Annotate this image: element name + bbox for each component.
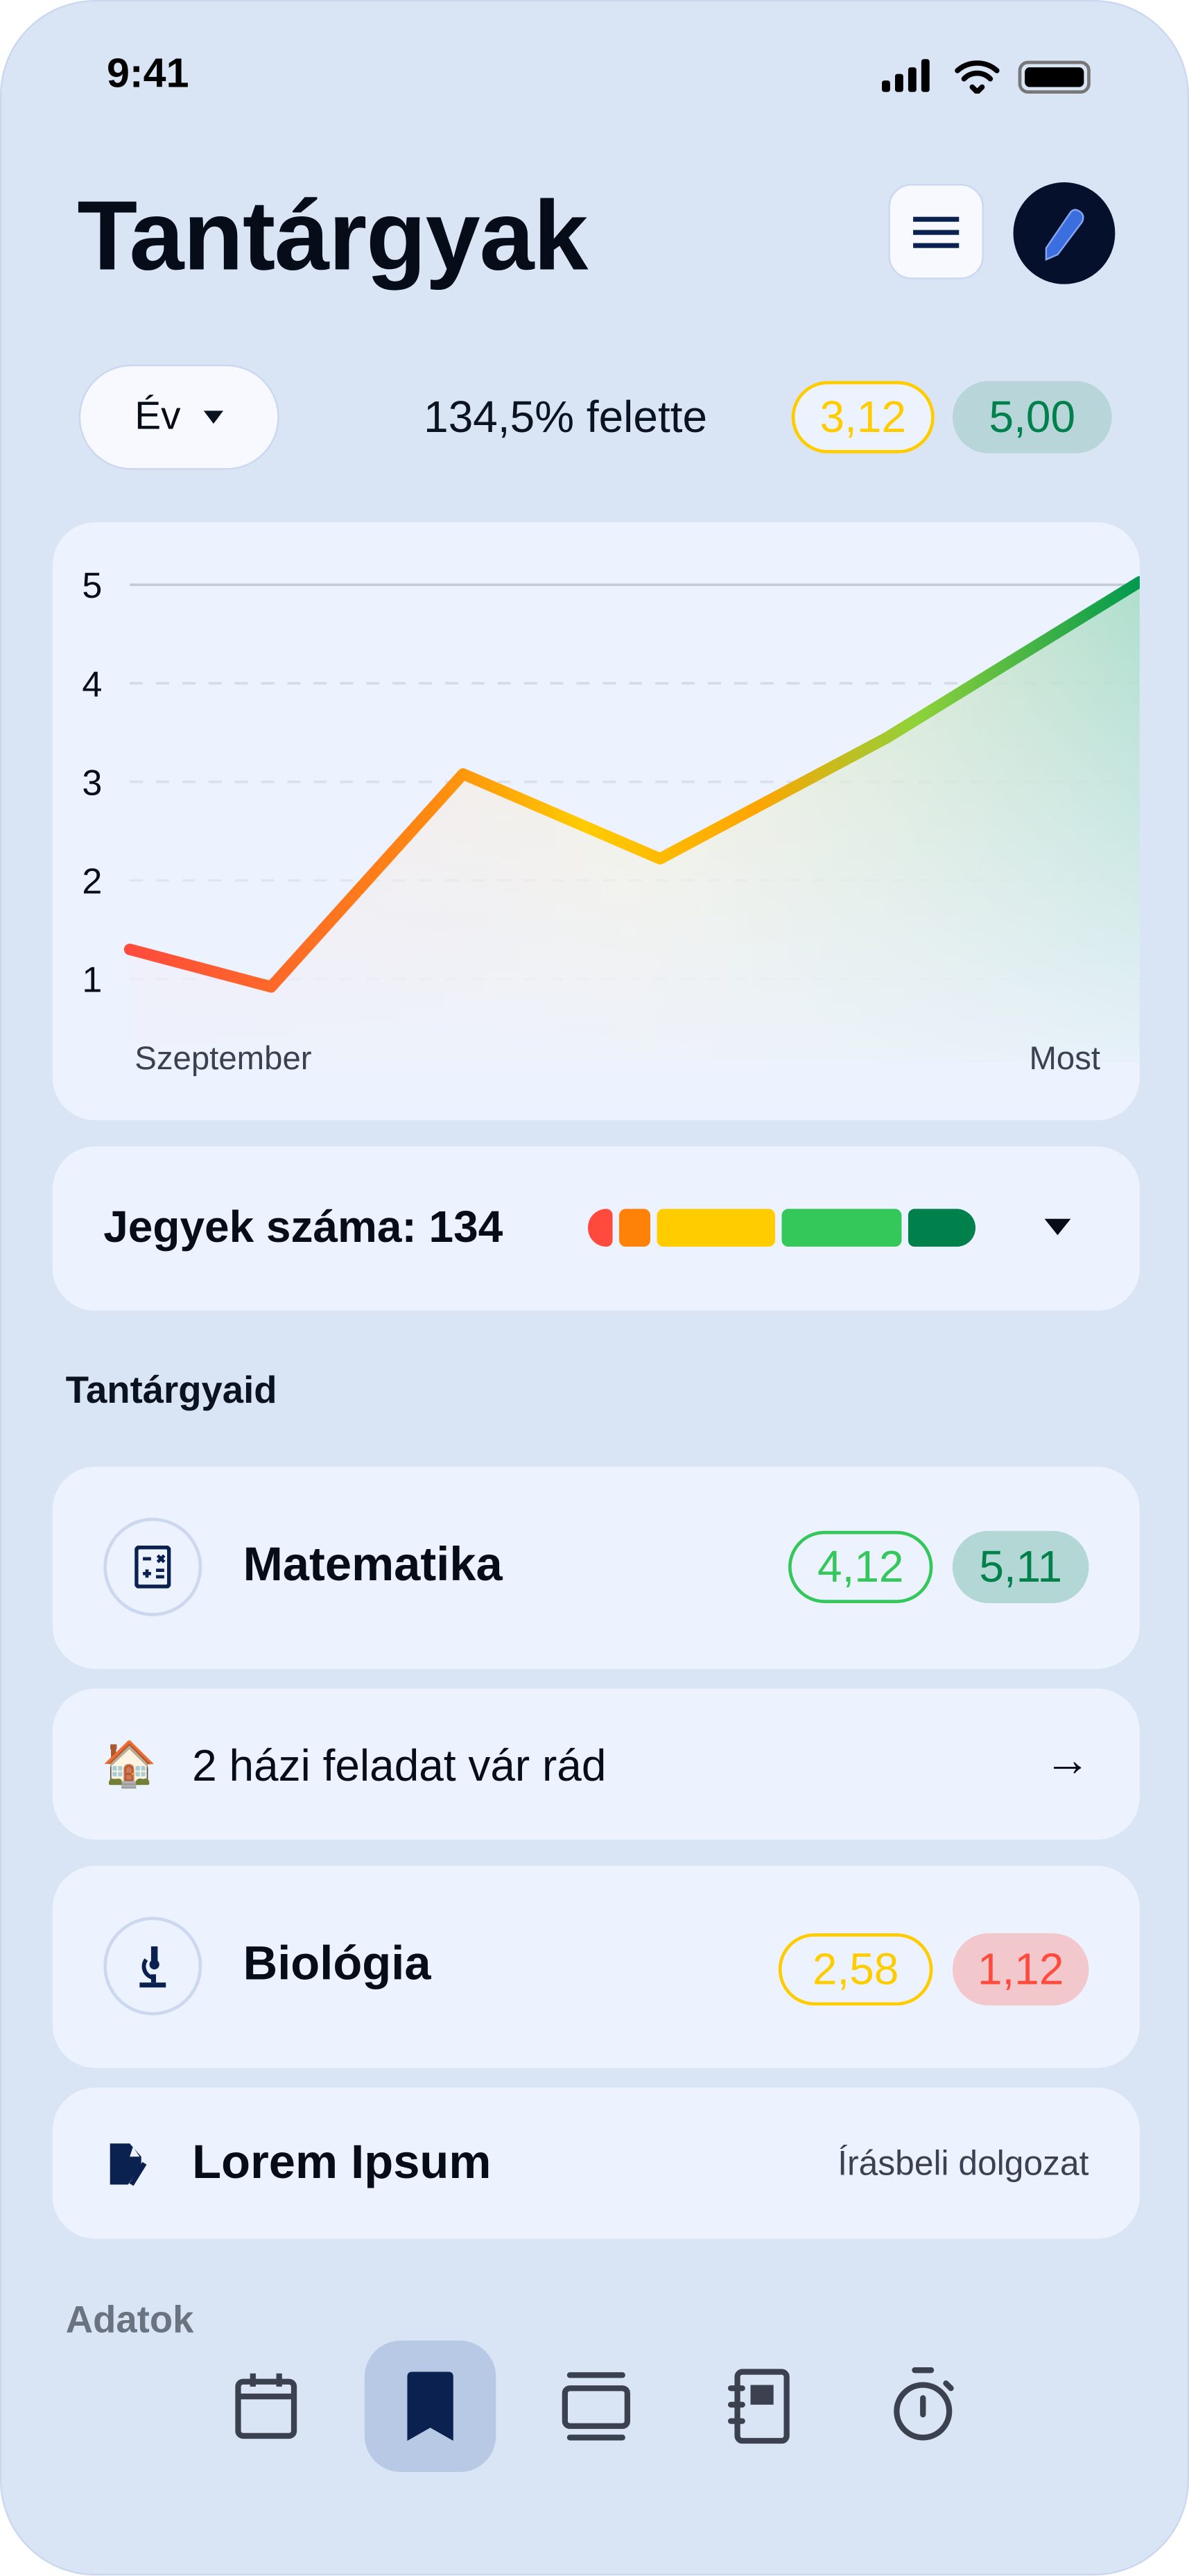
status-time: 9:41 [106,51,189,97]
grade-4-segment [781,1209,902,1247]
y-tick-label: 2 [82,862,102,902]
nav-cards[interactable] [530,2341,662,2473]
grade-count-label: Jegyek száma: 134 [103,1202,503,1252]
chart-area-fade [130,585,1140,1062]
grade-distribution-bar [588,1209,982,1247]
stopwatch-icon [894,2367,954,2441]
nav-notebook[interactable] [695,2341,826,2473]
nav-subjects[interactable] [364,2340,496,2473]
nav-timer[interactable] [859,2341,991,2473]
subject-average-badge: 4,12 [788,1530,933,1603]
signal-icon [882,59,930,92]
grade-trend-line [123,576,1146,993]
wifi-icon [955,60,1000,94]
subject-second-badge: 1,12 [952,1933,1089,2006]
hamburger-menu-icon [913,216,960,248]
arrow-right-icon[interactable]: → [1044,1734,1091,1786]
homework-card[interactable]: 🏠 2 házi feladat vár rád → [52,1688,1140,1840]
calendar-icon [235,2373,297,2439]
notebook-icon [727,2369,790,2444]
cards-icon [562,2372,631,2441]
battery-icon [1018,60,1091,94]
chevron-down-icon[interactable] [1044,1218,1071,1236]
subject-name: Biológia [243,1938,431,1991]
y-tick-label: 3 [82,763,102,803]
house-icon: 🏠 [101,1739,157,1789]
subject-second-badge: 5,11 [952,1530,1089,1603]
above-percentage: 134,5% felette [424,392,708,442]
data-section-title: Adatok [65,2297,194,2341]
exam-type: Írásbeli dolgozat [837,2145,1089,2184]
grade-line-chart: 1 2 3 4 5 Szeptember Most [82,566,1146,1077]
period-dropdown[interactable]: Év [78,364,279,470]
microscope-icon [103,1917,202,2016]
x-label-start: Szeptember [134,1040,311,1077]
grade-3-segment [657,1209,776,1247]
page-title: Tantárgyak [77,180,588,291]
subject-average-badge: 2,58 [778,1933,933,2006]
exam-card[interactable]: Lorem Ipsum Írásbeli dolgozat [52,2087,1140,2239]
y-tick-label: 1 [82,960,102,1001]
subject-name: Matematika [243,1539,503,1592]
subjects-section-title: Tantárgyaid [65,1368,277,1411]
chevron-down-icon [203,410,224,424]
subject-card-matematika[interactable]: Matematika 4,12 5,11 [52,1467,1140,1669]
y-tick-label: 5 [82,566,102,606]
menu-button[interactable] [888,184,984,279]
exam-title: Lorem Ipsum [192,2136,492,2190]
y-tick-label: 4 [82,664,102,704]
average-badge: 3,12 [791,381,935,453]
calculator-icon [103,1517,202,1616]
pencil-icon [1045,209,1084,261]
grade-5-segment [908,1209,976,1247]
subject-card-biologia[interactable]: Biológia 2,58 1,12 [52,1865,1140,2068]
period-selected: Év [134,394,181,439]
grade-chart-card: 1 2 3 4 5 Szeptember Most [52,522,1146,1121]
exam-document-icon [110,2143,147,2186]
status-icons [882,59,1091,94]
grade-1-segment [588,1209,613,1247]
x-label-end: Most [1029,1040,1100,1077]
bookmark-icon [407,2371,453,2441]
edit-button[interactable] [1013,182,1116,284]
nav-calendar[interactable] [200,2341,332,2473]
grade-2-segment [619,1209,651,1247]
homework-text: 2 házi feladat vár rád [192,1740,607,1790]
grade-count-card[interactable]: Jegyek száma: 134 [52,1146,1140,1311]
target-badge: 5,00 [952,381,1112,453]
